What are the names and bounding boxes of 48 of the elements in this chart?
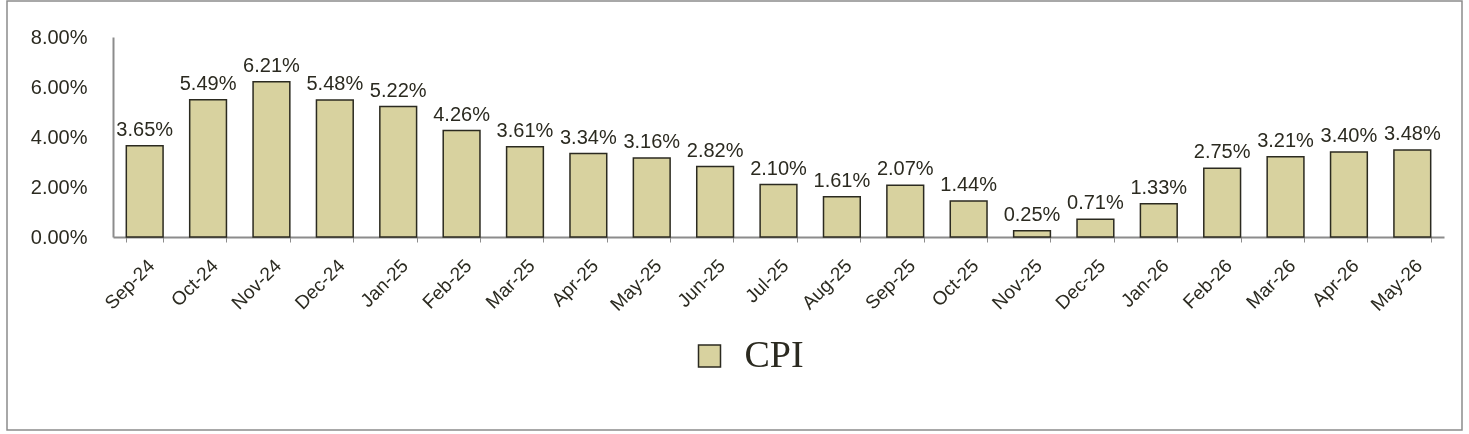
bar: [442, 129, 481, 238]
y-tick-label: 0.00%: [30, 225, 88, 248]
y-tick-label: 8.00%: [30, 25, 88, 48]
data-label: 3.65%: [116, 117, 174, 140]
bar: [632, 157, 671, 238]
bar: [1076, 218, 1115, 238]
bar: [569, 152, 608, 238]
bar: [949, 200, 988, 238]
data-label: 3.61%: [496, 118, 554, 141]
bar: [188, 99, 228, 238]
data-label: 5.49%: [179, 71, 237, 94]
data-label: 0.71%: [1067, 191, 1124, 214]
bar: [1393, 149, 1432, 238]
data-label: 3.16%: [623, 130, 681, 152]
y-tick-label: 2.00%: [30, 175, 88, 198]
bar: [505, 146, 545, 238]
bar: [759, 183, 798, 238]
data-label: 3.48%: [1383, 122, 1441, 144]
bar: [315, 99, 354, 238]
bar: [1012, 230, 1052, 238]
data-label: 2.75%: [1193, 140, 1251, 163]
y-tick-label: 4.00%: [30, 125, 88, 148]
data-label: 2.07%: [876, 157, 934, 180]
data-label: 5.48%: [306, 72, 364, 94]
data-label: 2.10%: [750, 156, 808, 179]
data-label: 1.44%: [940, 173, 998, 195]
data-label: 1.61%: [813, 168, 871, 191]
data-label: 6.21%: [243, 53, 301, 76]
y-tick-label: 6.00%: [30, 75, 88, 98]
bar: [1139, 203, 1178, 238]
data-label: 4.26%: [433, 102, 491, 125]
bar: [1203, 167, 1242, 238]
bar: [695, 165, 735, 238]
data-label: 1.33%: [1130, 175, 1188, 198]
bar: [1266, 156, 1305, 238]
data-label: 3.40%: [1320, 124, 1378, 146]
legend-label: CPI: [744, 333, 804, 375]
data-label: 5.22%: [369, 78, 427, 101]
bar: [125, 145, 164, 238]
bar: [1329, 151, 1369, 238]
bar: [379, 105, 418, 238]
bar: [252, 81, 291, 238]
data-label: 0.25%: [1003, 202, 1061, 225]
bar: [822, 196, 862, 238]
data-label: 3.34%: [560, 125, 617, 148]
data-label: 3.21%: [1257, 128, 1315, 151]
data-label: 2.82%: [686, 138, 744, 161]
bar: [886, 184, 925, 238]
